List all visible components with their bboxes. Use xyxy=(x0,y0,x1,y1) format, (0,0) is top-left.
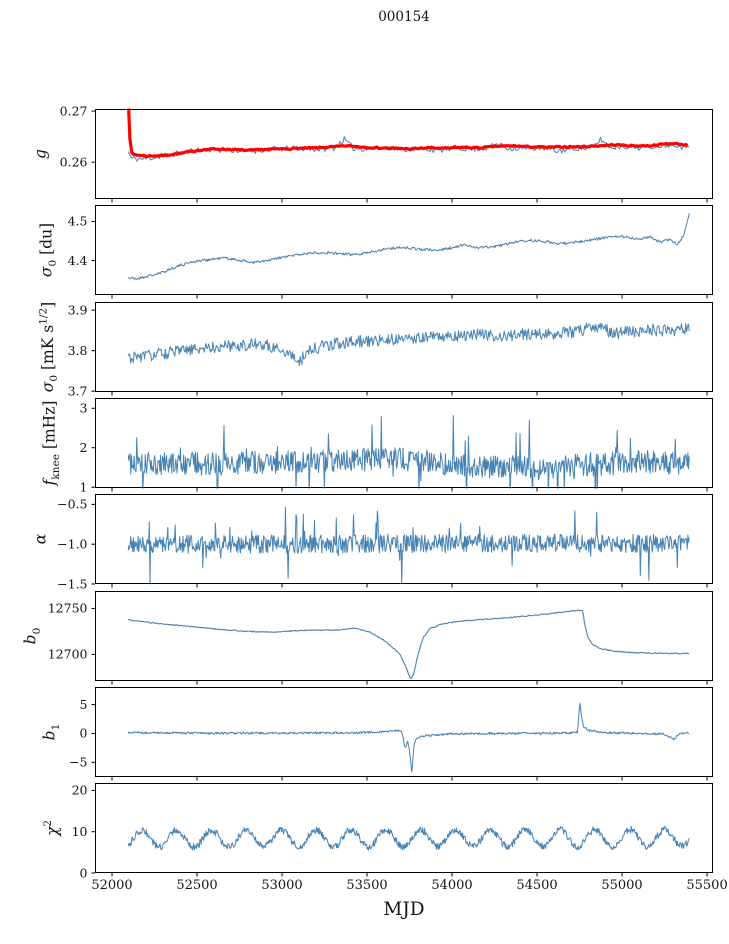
y-tick-label: 12750 xyxy=(48,600,88,615)
y-tick-label: 4.5 xyxy=(68,214,88,229)
y-tick-label: 3.7 xyxy=(68,383,88,398)
y-tick-label: 20 xyxy=(72,783,88,798)
y-tick-label: 3.8 xyxy=(68,343,88,358)
sigma0-du-line xyxy=(128,213,690,281)
y-label-segment: [du] xyxy=(38,223,57,261)
y-tick-label: −5 xyxy=(69,754,87,769)
y-label-segment: 1 xyxy=(49,723,62,731)
y-label-segment: 2 xyxy=(42,820,55,827)
panel-b1: −5 0 5 b1 xyxy=(0,686,729,781)
alpha-line xyxy=(127,506,690,585)
y-label-segment: b xyxy=(21,633,40,644)
panel-fknee: 1 2 3 fknee [mHz] xyxy=(0,397,729,494)
x-tick-label: 53000 xyxy=(261,878,303,894)
panel-sigma0-du-plot: 4.4 4.5 xyxy=(68,205,713,299)
x-tick-label: 54500 xyxy=(516,878,558,894)
panel-fknee-frame xyxy=(95,397,713,488)
panel-sigma0-mks: 3.7 3.8 3.9 σ0 [mK s1/2] xyxy=(0,301,729,398)
y-label-b0: b0 xyxy=(21,627,43,644)
y-label-segment: χ xyxy=(43,826,62,837)
panel-alpha-frame xyxy=(95,494,713,585)
y-label-g: g xyxy=(31,149,50,159)
x-tick-label: 55000 xyxy=(601,878,643,894)
g-smoothed xyxy=(127,108,689,159)
panel-b0-plot: 12700 12750 xyxy=(48,590,713,684)
y-tick-label: 1 xyxy=(80,479,88,494)
panel-chi2-plot: 0 10 20 xyxy=(72,783,713,880)
y-tick-label: 2 xyxy=(80,440,88,455)
y-label-segment: knee xyxy=(49,453,62,480)
panel-fknee-plot: 1 2 3 xyxy=(80,397,713,494)
y-label-segment: σ xyxy=(39,381,58,392)
y-label-segment: [mK s xyxy=(39,324,58,375)
panel-sigma0-du-frame xyxy=(95,205,713,296)
y-label-alpha: α xyxy=(31,533,50,545)
panel-b1-frame xyxy=(95,686,713,777)
y-tick-label: 5 xyxy=(80,697,88,712)
y-tick-label: −0.5 xyxy=(57,497,87,512)
b0-line xyxy=(128,608,690,679)
y-label-segment: α xyxy=(31,533,50,545)
y-label-segment: 0 xyxy=(30,627,43,634)
chi2-line xyxy=(127,825,690,851)
y-label-sigma0-du: σ0 [du] xyxy=(38,223,60,278)
y-tick-label: 4.4 xyxy=(68,253,88,268)
y-label-segment: b xyxy=(40,730,59,741)
y-tick-label: 3 xyxy=(80,400,88,415)
panel-sigma0-du: 4.4 4.5 σ0 [du] xyxy=(0,205,729,299)
y-tick-label: −1.0 xyxy=(57,537,87,552)
panel-g-frame xyxy=(95,109,713,199)
y-tick-label: 0 xyxy=(80,865,88,880)
panel-chi2: 0 10 20 χ2 xyxy=(0,783,729,880)
y-label-segment: [mHz] xyxy=(40,400,59,454)
y-tick-label: 0.26 xyxy=(60,154,88,169)
panel-alpha-plot: −1.5 −1.0 −0.5 xyxy=(57,494,713,591)
panel-sigma0-mks-plot: 3.7 3.8 3.9 xyxy=(68,301,713,398)
panel-g: 0.26 0.27 g xyxy=(0,103,729,203)
y-label-segment: g xyxy=(31,149,50,159)
sigma0-mks-line xyxy=(127,322,690,366)
y-label-sigma0-mks: σ0 [mK s1/2] xyxy=(37,301,61,392)
y-label-segment: σ xyxy=(38,266,57,278)
y-label-segment: ] xyxy=(39,301,58,308)
y-tick-label: 0.27 xyxy=(60,103,88,118)
x-tick-label: 54000 xyxy=(431,878,473,894)
x-tick-label: 52500 xyxy=(176,878,218,894)
y-label-b1: b1 xyxy=(40,723,62,741)
x-tick-label: 53500 xyxy=(346,878,388,894)
y-label-chi2: χ2 xyxy=(42,820,62,837)
panel-b0-frame xyxy=(95,590,713,681)
panel-sigma0-mks-frame xyxy=(95,301,713,392)
y-tick-label: 3.9 xyxy=(68,302,88,317)
y-label-segment: 0 xyxy=(48,374,61,382)
x-tick-label: 52000 xyxy=(91,878,133,894)
panel-alpha: −1.5 −1.0 −0.5 α xyxy=(0,494,729,591)
panel-b0: 12700 12750 b0 xyxy=(0,590,729,684)
y-label-segment: 0 xyxy=(47,260,60,267)
x-axis-label: MJD xyxy=(383,899,425,920)
fknee-line xyxy=(127,414,690,489)
figure-title: 000154 xyxy=(378,9,430,25)
y-label-fknee: fknee [mHz] xyxy=(40,400,62,486)
y-label-segment: 1/2 xyxy=(37,307,50,325)
y-tick-label: −1.5 xyxy=(57,576,87,591)
panel-b1-plot: −5 0 5 xyxy=(69,686,713,781)
y-tick-label: 0 xyxy=(80,726,88,741)
panel-chi2-frame xyxy=(95,783,713,874)
y-tick-label: 12700 xyxy=(48,646,88,661)
b1-line xyxy=(127,702,690,772)
panel-g-plot: 0.26 0.27 xyxy=(60,103,713,203)
x-tick-label: 55500 xyxy=(686,878,728,894)
y-tick-label: 10 xyxy=(72,824,88,839)
y-label-segment: f xyxy=(40,479,59,486)
